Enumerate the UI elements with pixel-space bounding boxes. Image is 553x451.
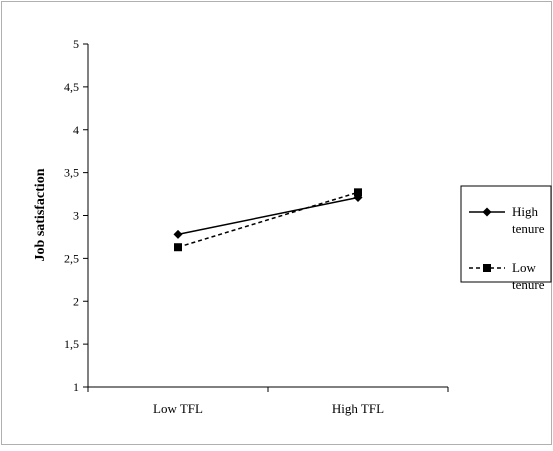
y-tick-label: 2 — [73, 294, 79, 308]
x-category-label: High TFL — [332, 401, 384, 416]
legend-box — [460, 185, 552, 283]
legend-label: Low — [512, 260, 536, 275]
y-tick-label: 1 — [73, 380, 79, 394]
series-2 — [174, 188, 362, 252]
y-ticks: 1 1,5 2 2,5 3 3,5 4 4,5 5 — [64, 37, 88, 394]
x-category-label: Low TFL — [153, 401, 203, 416]
legend-item: High tenure — [469, 204, 545, 236]
y-tick-label: 2,5 — [64, 251, 79, 265]
y-tick-label: 4,5 — [64, 80, 79, 94]
legend-item: Low tenure — [469, 260, 545, 292]
data-point — [174, 243, 182, 252]
data-point — [354, 188, 362, 197]
x-ticks: Low TFL High TFL — [87, 387, 449, 416]
y-tick-label: 3 — [73, 209, 79, 223]
y-tick-label: 1,5 — [64, 337, 79, 351]
legend-label: tenure — [512, 221, 545, 236]
legend-items: High tenure Low tenure — [469, 204, 545, 292]
series-layer — [173, 188, 363, 252]
legend-label: tenure — [512, 277, 545, 292]
legend-marker — [482, 207, 492, 217]
data-point — [173, 229, 183, 239]
series-line — [177, 191, 359, 248]
y-tick-label: 5 — [73, 37, 79, 51]
series-line — [177, 196, 359, 236]
y-tick-label: 4 — [73, 123, 79, 137]
legend-label: High — [512, 204, 539, 219]
legend: High tenure Low tenure — [460, 185, 552, 292]
y-tick-label: 3,5 — [64, 166, 79, 180]
y-axis-title: Job satisfaction — [33, 168, 48, 261]
legend-marker — [483, 264, 491, 272]
